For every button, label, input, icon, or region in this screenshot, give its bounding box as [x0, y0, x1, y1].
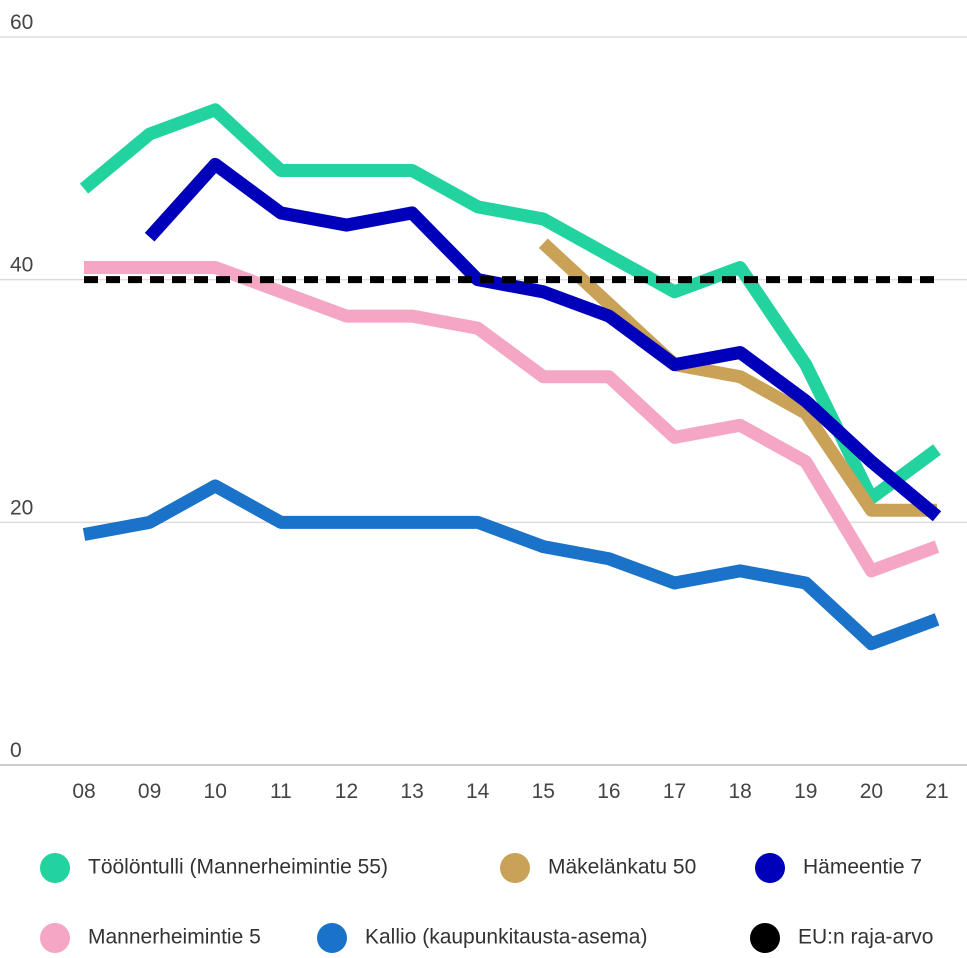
x-tick-label: 12 — [335, 780, 358, 803]
x-tick-label: 15 — [532, 780, 555, 803]
legend-label: Mäkelänkatu 50 — [548, 856, 696, 879]
y-tick-label: 40 — [10, 254, 33, 277]
legend-marker — [40, 923, 70, 953]
x-tick-label: 21 — [925, 780, 948, 803]
legend-label: Töölöntulli (Mannerheimintie 55) — [88, 856, 388, 879]
legend-marker — [317, 923, 347, 953]
series-line — [84, 261, 940, 578]
x-tick-label: 16 — [597, 780, 620, 803]
x-tick-label: 09 — [138, 780, 161, 803]
legend-label: Kallio (kaupunkitausta-asema) — [365, 926, 647, 949]
legend-label: EU:n raja-arvo — [798, 926, 933, 949]
legend: Töölöntulli (Mannerheimintie 55) Mäkelänk… — [40, 853, 933, 953]
series-line — [144, 157, 942, 522]
x-tick-label: 13 — [400, 780, 423, 803]
legend-marker — [755, 853, 785, 883]
legend-marker — [500, 853, 530, 883]
x-tick-label: 11 — [270, 780, 292, 803]
x-tick-label: 08 — [72, 780, 95, 803]
y-tick-label: 0 — [10, 739, 22, 762]
y-tick-label: 60 — [10, 11, 33, 34]
x-tick-label: 17 — [663, 780, 686, 803]
legend-label: Hämeentie 7 — [803, 856, 922, 879]
series-line — [538, 238, 937, 517]
y-tick-label: 20 — [10, 496, 33, 519]
x-tick-label: 20 — [860, 780, 883, 803]
x-tick-label: 19 — [794, 780, 817, 803]
series-line — [79, 103, 941, 505]
legend-marker — [40, 853, 70, 883]
legend-label: Mannerheimintie 5 — [88, 926, 261, 949]
series-line — [82, 479, 940, 651]
x-tick-label: 18 — [728, 780, 751, 803]
x-tick-label: 10 — [204, 780, 227, 803]
x-tick-label: 14 — [466, 780, 490, 803]
legend-marker — [750, 923, 780, 953]
